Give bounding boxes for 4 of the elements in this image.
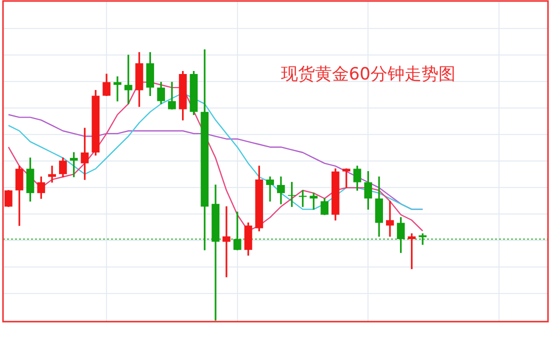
candlestick (4, 190, 12, 207)
text: 现货黄金60分钟走势图 (280, 64, 456, 84)
candlestick (288, 182, 296, 207)
candlestick (342, 168, 350, 188)
